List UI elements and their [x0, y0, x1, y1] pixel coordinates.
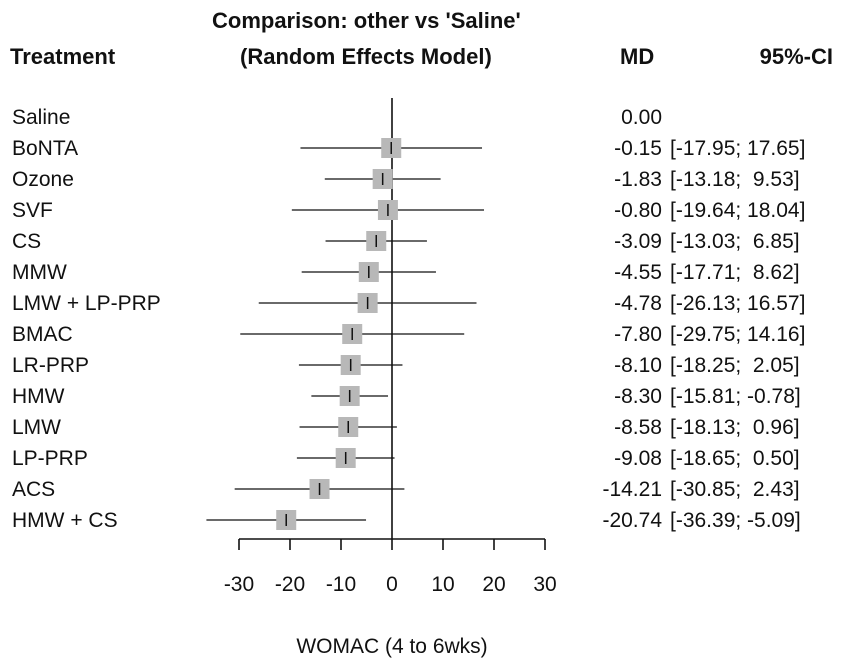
md-value: -8.58	[614, 416, 662, 439]
md-value: -4.55	[614, 261, 662, 284]
ci-value: [-29.75; 14.16]	[670, 323, 805, 346]
treatment-label: HMW	[12, 385, 65, 408]
treatment-label: LP-PRP	[12, 447, 88, 470]
treatment-label: LR-PRP	[12, 354, 89, 377]
treatment-label: LMW + LP-PRP	[12, 292, 161, 315]
ci-value: [-36.39; -5.09]	[670, 509, 801, 532]
x-tick-label: -20	[275, 573, 305, 596]
x-tick-label: 10	[431, 573, 454, 596]
ci-value: [-30.85; 2.43]	[670, 478, 800, 501]
x-tick-label: 0	[386, 573, 398, 596]
md-value: 0.00	[621, 106, 662, 129]
treatment-label: HMW + CS	[12, 509, 118, 532]
md-value: -0.15	[614, 137, 662, 160]
ci-value: [-19.64; 18.04]	[670, 199, 805, 222]
md-value: -9.08	[614, 447, 662, 470]
treatment-label: CS	[12, 230, 41, 253]
x-axis-label: WOMAC (4 to 6wks)	[296, 635, 487, 658]
md-value: -1.83	[614, 168, 662, 191]
x-tick-label: -30	[224, 573, 254, 596]
md-value: -8.10	[614, 354, 662, 377]
treatment-label: Saline	[12, 106, 70, 129]
ci-value: [-18.13; 0.96]	[670, 416, 800, 439]
md-value: -7.80	[614, 323, 662, 346]
treatment-label: MMW	[12, 261, 67, 284]
md-value: -14.21	[602, 478, 662, 501]
ci-value: [-13.03; 6.85]	[670, 230, 800, 253]
chart-title: Comparison: other vs 'Saline'	[212, 8, 521, 33]
ci-value: [-18.65; 0.50]	[670, 447, 800, 470]
ci-value: [-17.95; 17.65]	[670, 137, 805, 160]
treatment-column-header: Treatment	[10, 44, 116, 69]
treatment-label: BMAC	[12, 323, 73, 346]
x-tick-label: 30	[533, 573, 556, 596]
md-value: -0.80	[614, 199, 662, 222]
ci-value: [-13.18; 9.53]	[670, 168, 800, 191]
ci-value: [-18.25; 2.05]	[670, 354, 800, 377]
ci-value: [-26.13; 16.57]	[670, 292, 805, 315]
md-value: -8.30	[614, 385, 662, 408]
md-column-header: MD	[620, 44, 655, 69]
md-value: -20.74	[602, 509, 662, 532]
treatment-label: BoNTA	[12, 137, 78, 160]
ci-column-header: 95%-CI	[759, 44, 833, 69]
md-value: -4.78	[614, 292, 662, 315]
chart-subtitle: (Random Effects Model)	[240, 44, 492, 69]
treatment-label: ACS	[12, 478, 55, 501]
ci-value: [-15.81; -0.78]	[670, 385, 801, 408]
treatment-label: SVF	[12, 199, 53, 222]
ci-value: [-17.71; 8.62]	[670, 261, 800, 284]
treatment-label: LMW	[12, 416, 61, 439]
treatment-label: Ozone	[12, 168, 74, 191]
x-tick-label: -10	[326, 573, 356, 596]
md-value: -3.09	[614, 230, 662, 253]
x-tick-label: 20	[482, 573, 505, 596]
